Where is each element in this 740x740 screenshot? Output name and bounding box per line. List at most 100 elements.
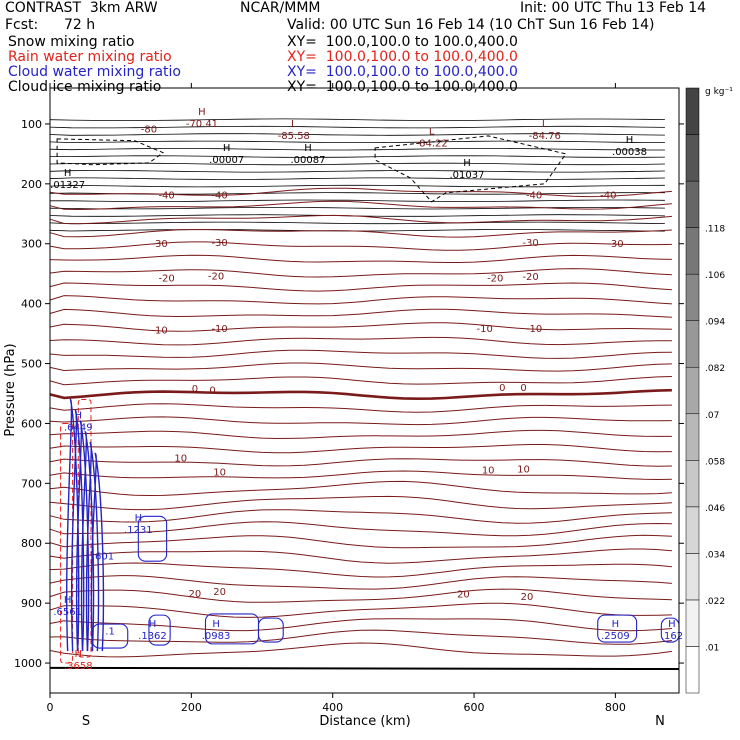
- temperature-contour: [49, 629, 672, 645]
- colorbar-tick-label: .022: [705, 597, 725, 607]
- temperature-contour: [49, 214, 672, 225]
- y-tick-label: 300: [21, 238, 42, 251]
- theta-contour: [49, 118, 665, 121]
- theta-contour: [49, 125, 665, 129]
- theta-contour: [49, 177, 665, 180]
- temperature-contour: [49, 308, 672, 318]
- colorbar-tick-label: .01: [705, 643, 719, 653]
- x-tick-label: 400: [322, 701, 343, 714]
- x-tick-label: 800: [605, 701, 626, 714]
- temperature-contour: [49, 618, 672, 632]
- colorbar-tick-label: .058: [705, 457, 725, 467]
- colorbar-swatch: [685, 599, 700, 647]
- y-tick-label: 100: [21, 118, 42, 131]
- temperature-contour: [49, 282, 672, 292]
- colorbar-swatch: [685, 227, 700, 275]
- temperature-contour: [49, 403, 672, 413]
- extremum-kind: H: [612, 619, 620, 630]
- temperature-contour: [49, 495, 672, 511]
- extremum-kind: L: [291, 119, 297, 130]
- cloud-water-contour: [90, 452, 105, 652]
- temperature-contour: [49, 229, 672, 238]
- temperature-label: -10: [476, 324, 492, 335]
- temperature-contour: [49, 268, 672, 278]
- extremum-value: .2509: [601, 631, 630, 642]
- temperature-contour: [49, 254, 672, 263]
- temperature-label: -10: [211, 324, 227, 335]
- temperature-label: -10: [151, 325, 167, 336]
- temperature-label: -80: [141, 125, 157, 136]
- theta-contour: [50, 155, 665, 158]
- plot-frame: [49, 87, 680, 694]
- temperature-contour: [49, 444, 672, 454]
- extremum-kind: H: [626, 135, 634, 146]
- cloud-water-contour: [257, 617, 284, 643]
- cloud-water-contour: [148, 614, 171, 646]
- ground-line: [49, 666, 680, 671]
- temperature-label: -20: [208, 271, 224, 282]
- extremum-value: .3658: [64, 661, 93, 672]
- y-tick-label: 600: [21, 417, 42, 430]
- temperature-contour: [49, 480, 672, 497]
- extremum-value: .01327: [50, 180, 85, 191]
- extremum-value: .1: [105, 626, 115, 637]
- header-valid: Valid: 00 UTC Sun 16 Feb 14 (10 ChT Sun …: [287, 17, 655, 33]
- extremum-value: .00007: [209, 155, 244, 166]
- temperature-label: -30: [211, 238, 227, 249]
- extremum-kind: L: [542, 119, 548, 130]
- temperature-label: -40: [211, 191, 227, 202]
- temperature-label: -40: [600, 191, 616, 202]
- extremum-kind: H: [223, 143, 231, 154]
- temperature-label: 10: [213, 467, 226, 478]
- temperature-contour: [49, 322, 672, 332]
- colorbar-swatch: [685, 413, 700, 461]
- temperature-contour: [49, 575, 672, 590]
- temperature-contour: [49, 241, 672, 251]
- header-fcst-label: Fcst:: [5, 17, 39, 33]
- extremum-kind: H: [75, 649, 83, 660]
- extremum-kind: H: [304, 143, 312, 154]
- temperature-contour: [49, 458, 672, 467]
- extremum-value: .6449: [64, 423, 93, 434]
- colorbar-tick-label: .106: [705, 271, 725, 281]
- colorbar-tick-label: .118: [705, 225, 725, 235]
- temperature-contour: [49, 200, 672, 211]
- colorbar-swatch: [685, 320, 700, 368]
- colorbar-tick-label: .034: [705, 550, 725, 560]
- temperature-label: -30: [522, 238, 538, 249]
- contour-label-layer: -80 -40 -40 -40 -40 -30 -30 -30 -30 -20 -20 -20 -20 -…: [50, 107, 683, 672]
- colorbar-swatch: [685, 506, 700, 554]
- temperature-label: 0: [499, 383, 505, 394]
- temperature-contour: [49, 470, 672, 481]
- snow-contour: [56, 138, 165, 166]
- temperature-label: 10: [482, 466, 495, 477]
- extremum-kind: H: [64, 595, 72, 606]
- temperature-label: -10: [526, 324, 542, 335]
- theta-contour: [49, 140, 665, 144]
- temperature-contour: [49, 642, 672, 658]
- temperature-contour: [49, 376, 672, 386]
- rain-contour: [60, 422, 74, 664]
- x-tick-label: 0: [47, 701, 54, 714]
- temperature-label: 20: [521, 592, 534, 603]
- colorbar-swatch: [685, 553, 700, 601]
- temperature-contour: [49, 602, 672, 618]
- field-cloudwater-name: Cloud water mixing ratio: [8, 64, 181, 80]
- y-tick-label: 1000: [14, 657, 42, 670]
- temperature-label: 0: [520, 383, 526, 394]
- x-tick-label: 200: [181, 701, 202, 714]
- y-tick-label: 700: [21, 477, 42, 490]
- cloud-water-contour: [137, 515, 168, 562]
- temperature-contour: [49, 295, 672, 305]
- extremum-kind: H: [463, 158, 471, 169]
- colorbar-tick-label: .07: [705, 411, 719, 421]
- header-init: Init: 00 UTC Thu 13 Feb 14: [520, 0, 707, 16]
- temperature-contour: [49, 187, 672, 198]
- cloud-water-contour: [91, 623, 129, 649]
- temperature-label: 10: [174, 454, 187, 465]
- temperature-contour: [49, 362, 672, 372]
- extremum-value: .6561: [53, 607, 82, 618]
- y-tick-label: 200: [21, 178, 42, 191]
- colorbar-tick-label: .082: [705, 364, 725, 374]
